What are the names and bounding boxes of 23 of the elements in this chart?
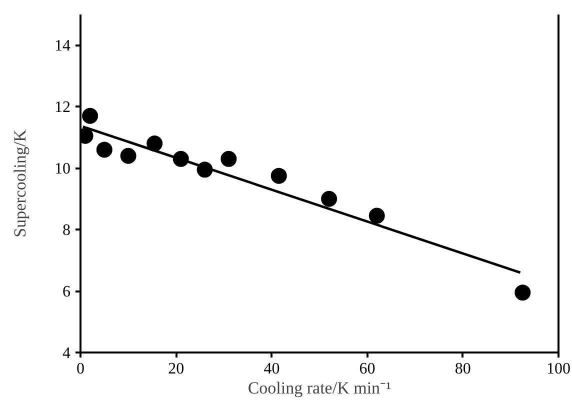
point [270,168,287,184]
x-tick-label: 0 [76,360,84,378]
y-tick-label: 6 [62,284,70,301]
point [514,284,531,301]
x-tick-label: 60 [359,360,376,378]
point [368,208,385,224]
x-axis-title: Cooling rate/K min⁻¹ [248,378,392,398]
point [120,148,136,164]
x-tick-label: 100 [546,360,570,378]
x-tick-label: 80 [454,360,471,378]
y-tick-label: 12 [54,99,70,116]
point [96,142,112,158]
point [82,108,98,124]
point [321,190,338,207]
y-tick-label: 8 [62,222,70,240]
x-tick-label: 40 [264,360,280,378]
y-tick-label: 14 [54,38,70,55]
x-tick-label: 20 [168,360,184,378]
y-axis-title: Supercooling/K [10,128,30,238]
y-tick-label: 4 [62,345,70,362]
point [146,136,163,152]
point [220,150,237,167]
y-tick-label: 10 [54,160,70,178]
